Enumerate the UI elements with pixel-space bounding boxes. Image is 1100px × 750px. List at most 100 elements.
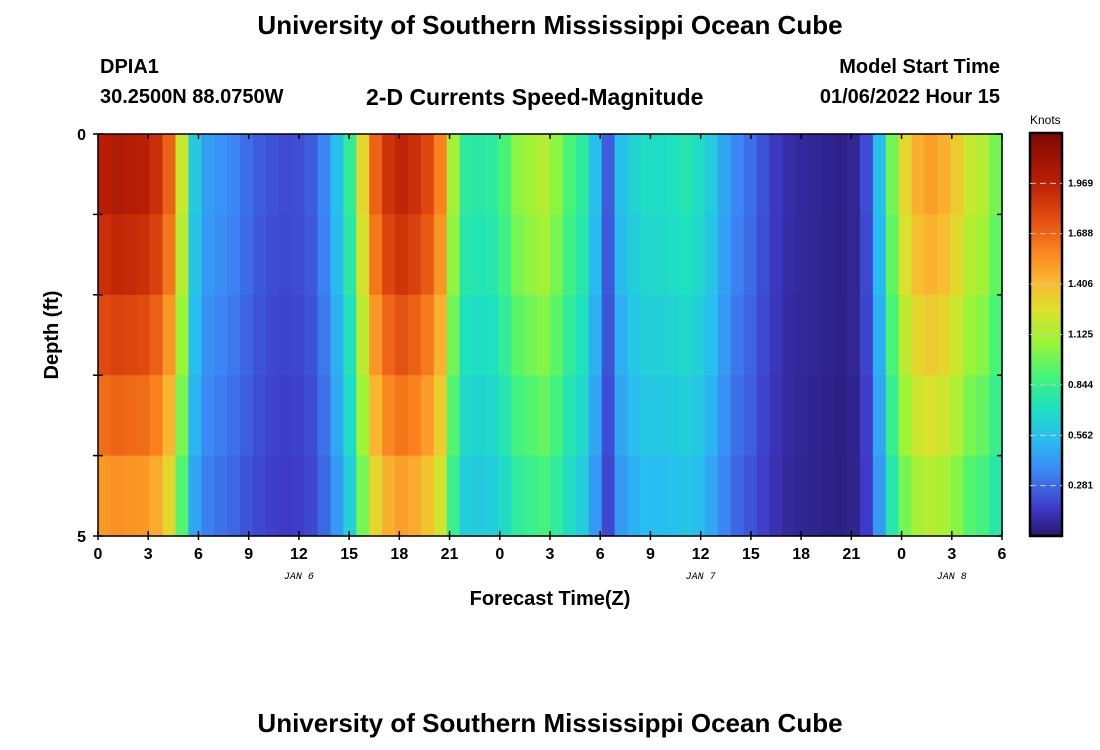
x-tick-label: 21 — [441, 546, 459, 563]
heat-cell — [149, 214, 164, 296]
heat-cell — [666, 455, 680, 537]
heatmap-cells — [98, 134, 1003, 537]
heat-cell — [149, 455, 164, 537]
heat-cell — [950, 134, 964, 215]
heat-cell — [407, 455, 422, 537]
heat-cell — [859, 214, 874, 296]
x-tick-label: 3 — [546, 546, 555, 563]
heat-cell — [756, 294, 771, 376]
heat-cell — [989, 134, 1003, 215]
heat-cell — [821, 134, 835, 215]
heat-cell — [872, 294, 887, 376]
heat-cell — [524, 294, 538, 376]
heat-cell — [847, 214, 861, 296]
heat-cell — [692, 214, 706, 296]
heat-cell — [98, 294, 112, 376]
heat-cell — [782, 294, 796, 376]
heat-cell — [136, 134, 151, 215]
heat-cell — [963, 134, 977, 215]
heat-cell — [382, 134, 396, 215]
heat-cell — [291, 375, 306, 457]
heat-cell — [265, 455, 280, 537]
heat-cell — [601, 214, 616, 296]
heat-cell — [550, 375, 564, 457]
heat-cell — [330, 455, 344, 537]
heat-cell — [704, 455, 719, 537]
heat-cell — [278, 455, 293, 537]
heat-cell — [872, 455, 887, 537]
heat-cell — [240, 214, 254, 296]
heat-cell — [550, 455, 564, 537]
heat-cell — [356, 294, 370, 376]
heat-cell — [924, 134, 939, 215]
heat-cell — [149, 294, 164, 376]
heat-cell — [136, 455, 151, 537]
heat-cell — [679, 375, 693, 457]
heat-cell — [369, 294, 383, 376]
heat-cell — [356, 134, 370, 215]
heat-cell — [123, 375, 138, 457]
date-label: JAN 8 — [937, 572, 967, 583]
heat-cell — [175, 134, 189, 215]
heat-cell — [511, 214, 525, 296]
heat-cell — [821, 214, 835, 296]
heat-cell — [769, 214, 784, 296]
heat-cell — [446, 134, 461, 215]
heat-cell — [136, 214, 151, 296]
heat-cell — [679, 455, 693, 537]
heat-cell — [304, 134, 319, 215]
heat-cell — [575, 134, 590, 215]
heat-cell — [252, 294, 267, 376]
heat-cell — [420, 294, 435, 376]
model-start-label: Model Start Time — [839, 56, 1000, 78]
heat-cell — [317, 455, 332, 537]
heat-cell — [472, 294, 487, 376]
heat-cell — [898, 375, 913, 457]
heat-cell — [640, 134, 654, 215]
heat-cell — [911, 455, 926, 537]
colorbar-tick-label: 0.562 — [1068, 430, 1093, 441]
model-start-value: 01/06/2022 Hour 15 — [819, 86, 1000, 108]
heat-cell — [485, 134, 499, 215]
heat-cell — [446, 455, 461, 537]
heat-cell — [885, 455, 900, 537]
heat-cell — [175, 294, 189, 376]
heat-cell — [110, 375, 125, 457]
heat-cell — [601, 375, 616, 457]
heat-cell — [834, 294, 848, 376]
heat-cell — [588, 375, 603, 457]
heat-cell — [240, 134, 254, 215]
heat-cell — [343, 134, 357, 215]
heat-cell — [356, 455, 370, 537]
heat-cell — [98, 214, 112, 296]
heat-cell — [537, 294, 551, 376]
heat-cell — [446, 375, 461, 457]
heat-cell — [782, 375, 796, 457]
heat-cell — [227, 134, 241, 215]
heat-cell — [369, 214, 383, 296]
heat-cell — [640, 214, 654, 296]
colorbar-tick-label: 1.688 — [1068, 229, 1093, 240]
heat-cell — [692, 375, 706, 457]
heat-cell — [175, 375, 189, 457]
heat-cell — [537, 455, 551, 537]
heat-cell — [782, 214, 796, 296]
heat-cell — [575, 375, 590, 457]
heat-cell — [304, 214, 319, 296]
heat-cell — [343, 375, 357, 457]
heat-cell — [188, 214, 202, 296]
heat-cell — [382, 214, 396, 296]
heat-cell — [666, 214, 680, 296]
date-label: JAN 6 — [284, 572, 314, 583]
heat-cell — [769, 294, 784, 376]
heat-cell — [498, 455, 512, 537]
x-tick-label: 15 — [742, 546, 760, 563]
heat-cell — [433, 134, 448, 215]
heat-cell — [485, 214, 499, 296]
x-tick-label: 6 — [998, 546, 1007, 563]
heat-cell — [433, 455, 448, 537]
heat-cell — [640, 375, 654, 457]
heat-cell — [330, 214, 344, 296]
heat-cell — [524, 375, 538, 457]
x-tick-label: 6 — [194, 546, 203, 563]
